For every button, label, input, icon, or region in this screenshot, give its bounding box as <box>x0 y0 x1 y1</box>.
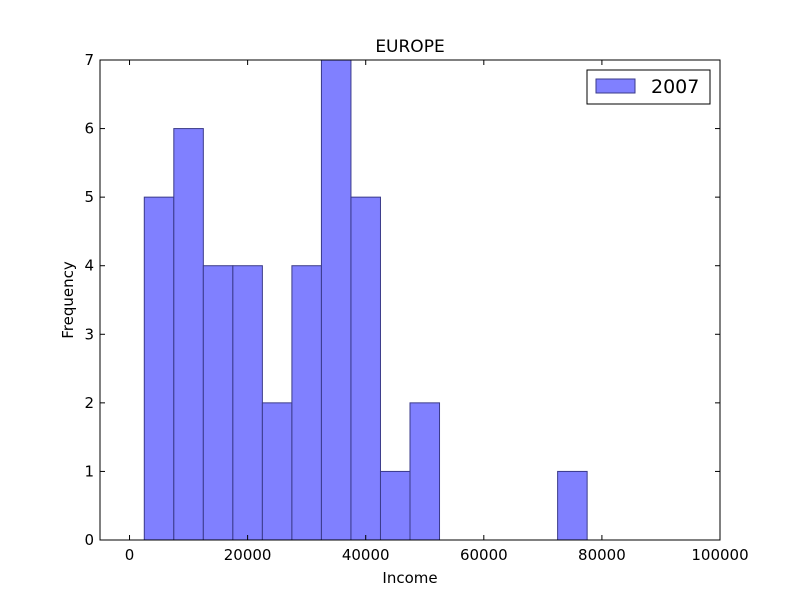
y-tick-label: 3 <box>84 325 94 343</box>
y-tick-label: 5 <box>84 188 94 206</box>
histogram-bar <box>202 265 234 541</box>
x-tick-label: 60000 <box>460 546 508 564</box>
histogram-bar <box>409 402 441 541</box>
histogram-bar <box>350 196 381 541</box>
x-axis-label: Income <box>382 569 437 587</box>
x-tick-label: 40000 <box>342 546 390 564</box>
x-tick-label: 80000 <box>578 546 626 564</box>
y-tick-label: 6 <box>84 120 94 138</box>
x-tick-label: 20000 <box>224 546 272 564</box>
y-tick-label: 7 <box>84 51 94 69</box>
legend-label: 2007 <box>651 76 699 98</box>
histogram-bar <box>379 470 411 541</box>
histogram-bar <box>557 470 588 541</box>
plot-frame <box>99 59 721 541</box>
histogram-bar <box>291 265 322 541</box>
y-tick-label: 0 <box>84 531 94 549</box>
y-tick-label: 4 <box>84 257 94 275</box>
histogram-bar <box>173 128 204 541</box>
x-tick-label: 0 <box>125 546 135 564</box>
legend-swatch <box>595 78 636 94</box>
y-axis-ticks: 0 1 2 3 4 5 6 7 <box>84 51 720 549</box>
x-tick-label: 100000 <box>691 546 748 564</box>
y-tick-label: 2 <box>84 394 94 412</box>
histogram-bar <box>261 402 293 541</box>
legend: 2007 <box>586 69 711 105</box>
chart-title: EUROPE <box>375 37 444 57</box>
y-axis-label: Frequency <box>59 261 77 339</box>
histogram-bar <box>143 196 175 541</box>
histogram-bar <box>232 265 263 541</box>
x-axis-ticks: 0 20000 40000 60000 80000 100000 <box>125 60 749 564</box>
bars-group <box>143 59 588 541</box>
histogram-bar <box>320 59 352 541</box>
y-tick-label: 1 <box>84 462 94 480</box>
